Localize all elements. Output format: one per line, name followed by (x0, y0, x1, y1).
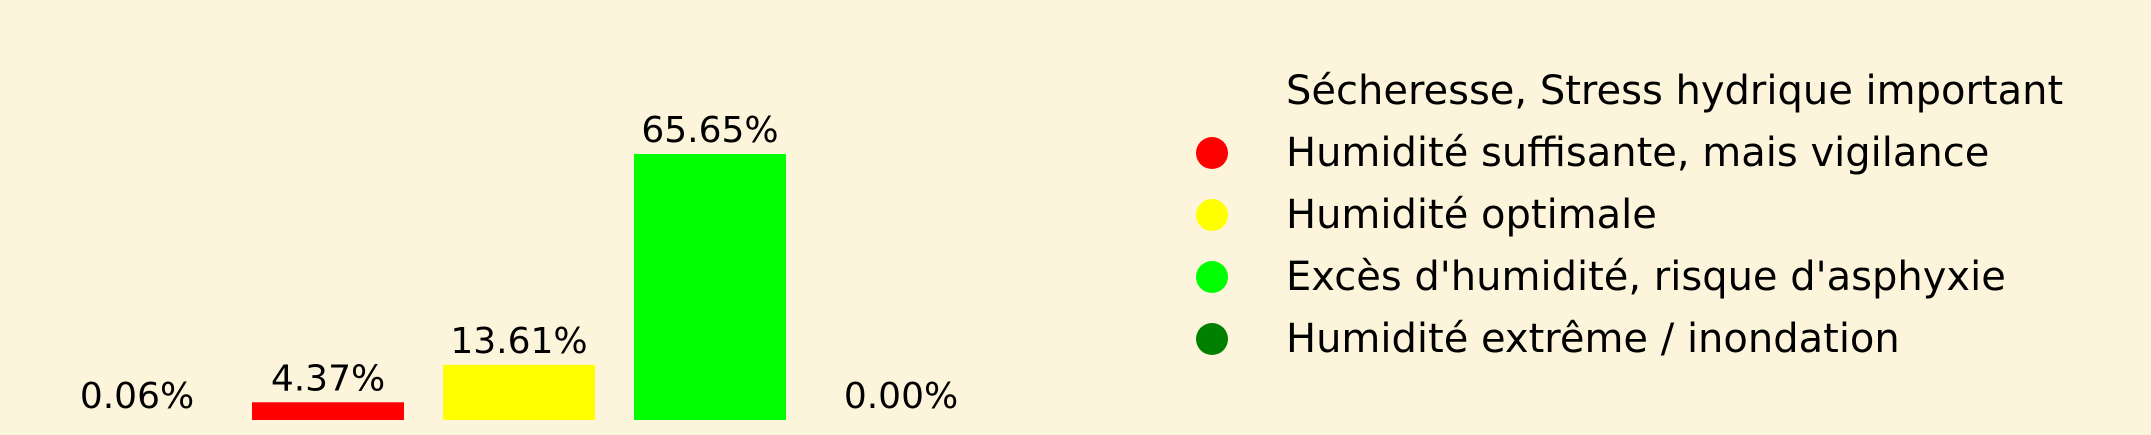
bar-value-label-1: 4.37% (271, 358, 385, 399)
legend-label-humidite-optimale: Humidité optimale (1286, 192, 1657, 238)
legend-label-humidite-extreme: Humidité extrême / inondation (1286, 316, 1900, 362)
legend-item-secheresse: Sécheresse, Stress hydrique important (1190, 60, 2130, 122)
legend-marker-humidite-optimale (1196, 199, 1228, 231)
bar-value-label-4: 0.00% (844, 376, 958, 417)
legend-item-exces-humidite: Excès d'humidité, risque d'asphyxie (1190, 246, 2130, 308)
bar-chart: 0.06% 4.37% 13.61% 65.65% 0.00% (80, 110, 958, 420)
bar-value-label-2: 13.61% (450, 321, 587, 362)
legend-marker-exces-humidite (1196, 261, 1228, 293)
legend-label-humidite-suffisante: Humidité suffisante, mais vigilance (1286, 130, 1990, 176)
bar-value-label-3: 65.65% (641, 110, 778, 151)
legend-marker-humidite-extreme (1196, 323, 1228, 355)
bar-3 (634, 154, 786, 420)
legend-item-humidite-optimale: Humidité optimale (1190, 184, 2130, 246)
legend-item-humidite-suffisante: Humidité suffisante, mais vigilance (1190, 122, 2130, 184)
legend: Sécheresse, Stress hydrique important Hu… (1190, 60, 2130, 370)
legend-marker-humidite-suffisante (1196, 137, 1228, 169)
legend-label-exces-humidite: Excès d'humidité, risque d'asphyxie (1286, 254, 2006, 300)
legend-item-humidite-extreme: Humidité extrême / inondation (1190, 308, 2130, 370)
legend-label-secheresse: Sécheresse, Stress hydrique important (1286, 68, 2064, 114)
bar-2 (443, 364, 595, 420)
bar-1 (252, 402, 404, 420)
bar-value-label-0: 0.06% (80, 376, 194, 417)
